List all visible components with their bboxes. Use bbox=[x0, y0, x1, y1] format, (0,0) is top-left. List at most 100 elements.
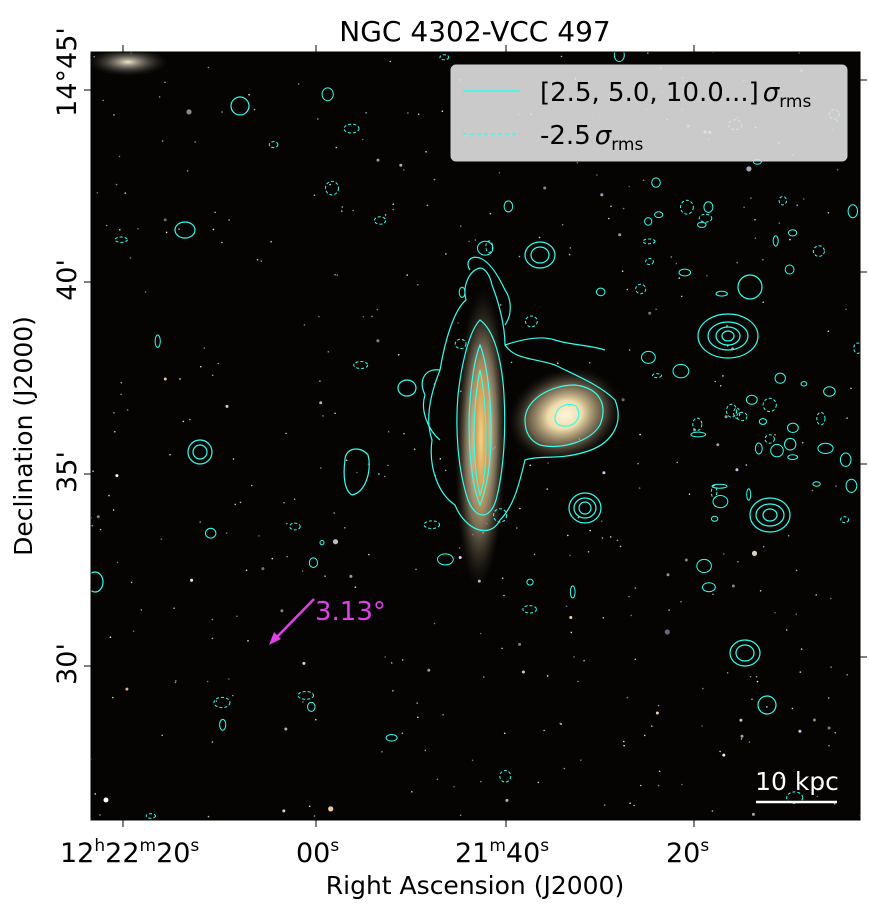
star bbox=[303, 324, 306, 326]
star bbox=[256, 259, 259, 261]
star bbox=[411, 791, 413, 793]
star bbox=[308, 805, 311, 808]
star bbox=[258, 535, 260, 537]
star bbox=[657, 704, 660, 707]
star bbox=[356, 471, 358, 474]
star bbox=[334, 412, 336, 415]
star bbox=[206, 680, 209, 683]
noise-contour bbox=[726, 403, 738, 418]
star bbox=[207, 66, 210, 69]
contour-source-h bbox=[230, 96, 250, 116]
star bbox=[743, 206, 745, 208]
star bbox=[850, 387, 852, 390]
noise-contour bbox=[746, 488, 752, 501]
star bbox=[648, 311, 652, 315]
star bbox=[609, 536, 612, 538]
star bbox=[318, 315, 320, 318]
star bbox=[381, 751, 383, 753]
star bbox=[112, 509, 115, 511]
star bbox=[812, 718, 816, 722]
star bbox=[302, 661, 306, 665]
ra-label-00s: 00s bbox=[296, 836, 339, 869]
noise-contour bbox=[678, 268, 692, 277]
star bbox=[621, 270, 624, 273]
legend-dashed-sub: rms bbox=[611, 135, 643, 155]
star bbox=[126, 409, 129, 411]
noise-contour bbox=[525, 315, 538, 328]
star bbox=[424, 749, 427, 752]
star bbox=[618, 233, 622, 237]
star bbox=[392, 203, 395, 205]
star bbox=[726, 325, 728, 327]
star bbox=[283, 501, 285, 504]
noise-contour bbox=[754, 442, 763, 455]
contour-source-g bbox=[174, 221, 196, 239]
ra-label-00-value: 00 bbox=[296, 838, 330, 869]
star bbox=[737, 561, 739, 563]
star bbox=[766, 706, 768, 708]
dec-label-30: 30' bbox=[52, 643, 83, 685]
contour-source-j-mid bbox=[707, 321, 749, 351]
star bbox=[91, 524, 93, 527]
star bbox=[626, 696, 629, 699]
noise-contour bbox=[736, 411, 748, 422]
contour-east-extension bbox=[504, 337, 606, 351]
star bbox=[441, 110, 444, 112]
star bbox=[629, 802, 631, 804]
star bbox=[161, 140, 164, 142]
star bbox=[639, 433, 641, 436]
star bbox=[711, 810, 714, 812]
noise-contour bbox=[845, 478, 858, 493]
star bbox=[546, 675, 549, 677]
star bbox=[114, 430, 116, 433]
star bbox=[120, 393, 122, 396]
star bbox=[723, 553, 725, 555]
dec-label-45: 14°45' bbox=[52, 27, 83, 117]
contour-source-c bbox=[749, 497, 791, 533]
star bbox=[745, 464, 748, 466]
star bbox=[678, 277, 681, 279]
star bbox=[845, 308, 847, 311]
noise-contour bbox=[812, 481, 821, 487]
star bbox=[165, 231, 168, 234]
star bbox=[521, 670, 525, 674]
star bbox=[762, 301, 764, 304]
dec-label-35: 35' bbox=[52, 451, 83, 493]
star bbox=[751, 550, 758, 557]
star bbox=[642, 179, 645, 182]
star bbox=[392, 208, 395, 211]
star bbox=[182, 420, 185, 423]
star bbox=[589, 529, 591, 532]
noise-contour bbox=[219, 718, 227, 731]
star bbox=[756, 680, 759, 683]
star bbox=[368, 553, 370, 556]
star bbox=[354, 586, 357, 588]
star bbox=[739, 718, 743, 722]
star bbox=[109, 636, 112, 638]
noise-contour bbox=[784, 437, 797, 451]
star bbox=[754, 218, 756, 221]
star bbox=[336, 274, 339, 276]
star bbox=[529, 464, 531, 467]
noise-contour bbox=[697, 221, 707, 228]
star bbox=[376, 158, 380, 162]
star bbox=[365, 112, 367, 114]
dec-label-40: 40' bbox=[52, 259, 83, 301]
noise-contour bbox=[526, 578, 534, 586]
star bbox=[417, 283, 419, 286]
star bbox=[751, 812, 755, 816]
star bbox=[616, 539, 619, 542]
star bbox=[827, 697, 830, 699]
star bbox=[519, 507, 521, 510]
star bbox=[284, 727, 288, 731]
noise-contour bbox=[787, 422, 799, 433]
noise-contour bbox=[289, 522, 301, 531]
star bbox=[163, 377, 167, 381]
hi-contours bbox=[343, 256, 619, 532]
contour-source-c-mid bbox=[755, 503, 785, 527]
star bbox=[212, 228, 215, 231]
noise-contour bbox=[499, 770, 512, 783]
star bbox=[748, 741, 751, 743]
star bbox=[588, 361, 591, 364]
